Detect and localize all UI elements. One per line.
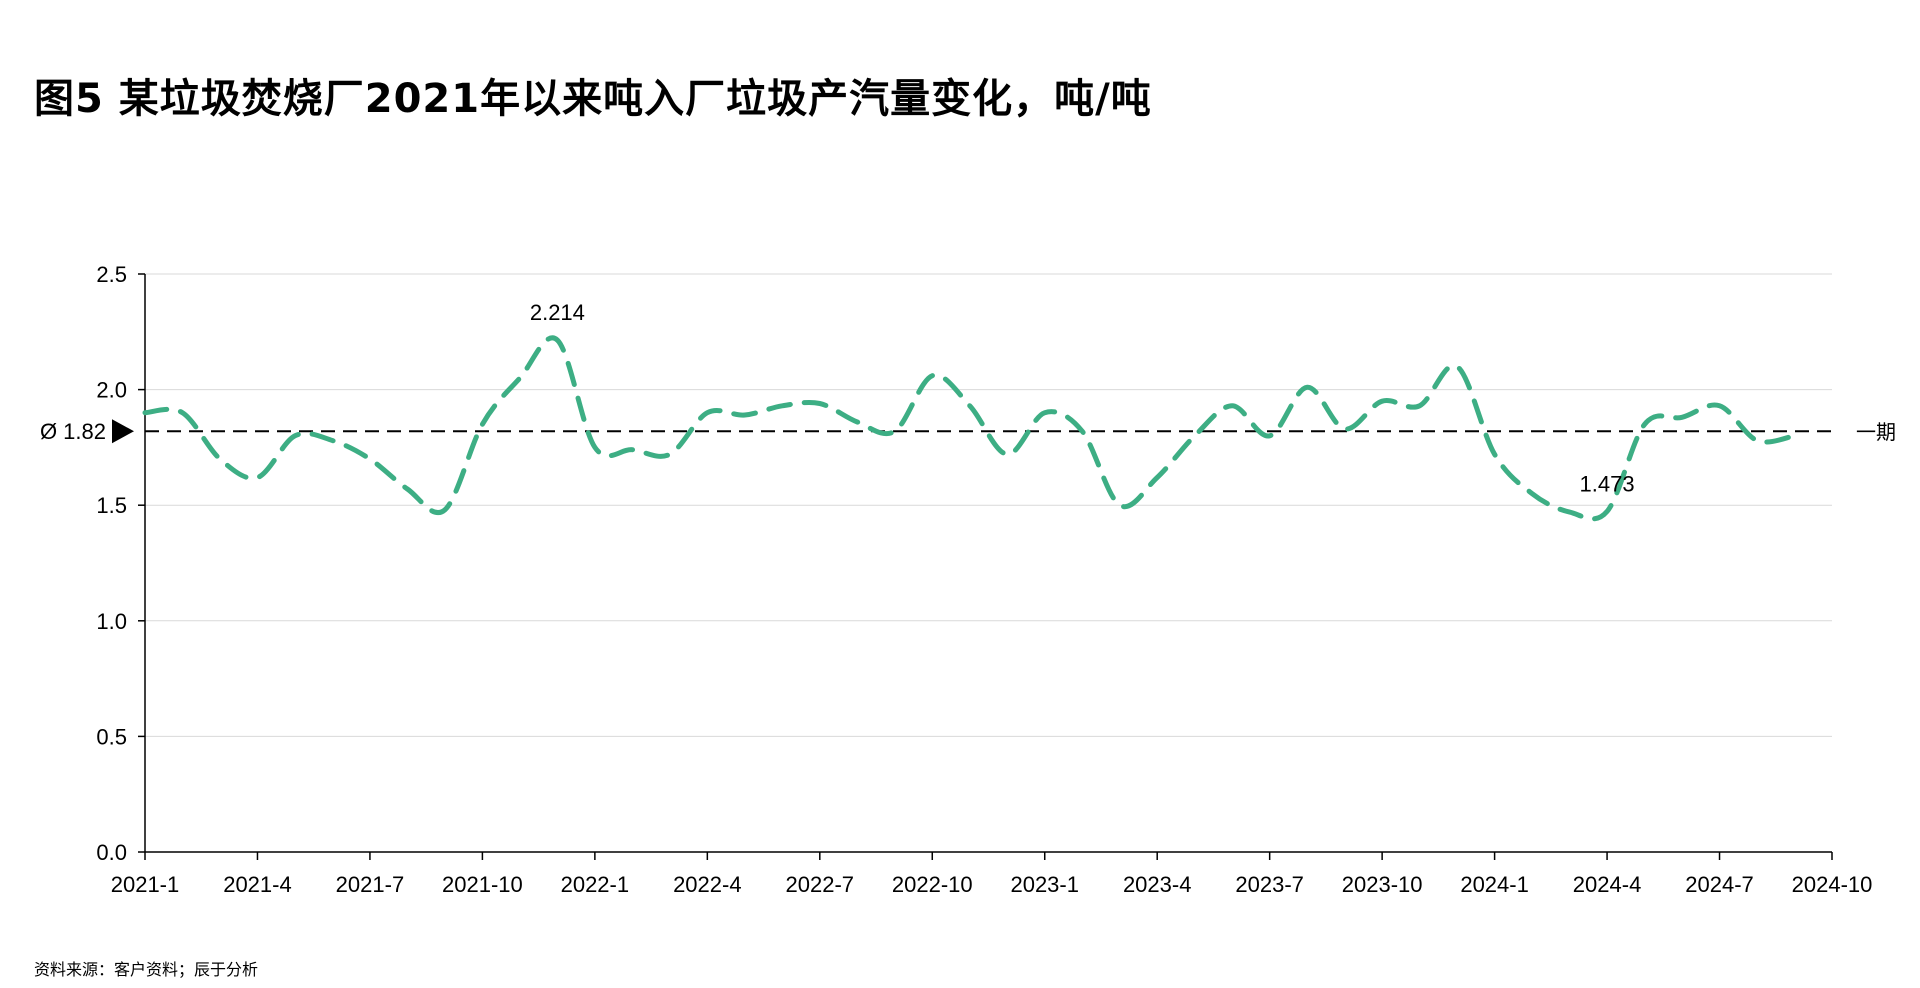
reference-line-group: Ø 1.82 一期 [40, 419, 1896, 444]
x-tick-label: 2023-4 [1123, 872, 1192, 897]
data-point [1192, 433, 1197, 438]
data-point [1642, 422, 1647, 427]
data-point [480, 422, 485, 427]
y-tick-label: 0.0 [96, 840, 127, 865]
x-tick-label: 2021-4 [223, 872, 292, 897]
data-point [1230, 403, 1235, 408]
data-point [293, 433, 298, 438]
data-point [667, 452, 672, 457]
y-tick-label: 2.5 [96, 262, 127, 287]
chart-title: 图5 某垃圾焚烧厂2021年以来吨入厂垃圾产汽量变化，吨/吨 [34, 76, 1152, 122]
data-point [967, 403, 972, 408]
data-label: 2.214 [530, 300, 585, 325]
data-point [930, 373, 935, 378]
data-point [1005, 452, 1010, 457]
data-point [1380, 399, 1385, 404]
data-point [1417, 403, 1422, 408]
x-axis: 2021-1 2021-4 2021-7 2021-10 2022-1 2022-4 202… [111, 851, 1873, 897]
data-point [1717, 403, 1722, 408]
data-point [1117, 503, 1122, 508]
x-tick-label: 2021-7 [336, 872, 405, 897]
data-point [1530, 491, 1535, 496]
reference-right-label: 一期 [1856, 420, 1896, 444]
data-point [555, 338, 560, 343]
data-point [180, 410, 185, 415]
y-axis: 0.0 0.5 1.0 1.5 2.0 2.5 [96, 262, 146, 865]
x-tick-label: 2022-10 [892, 872, 973, 897]
x-tick-label: 2023-7 [1235, 872, 1304, 897]
gridlines [145, 273, 1832, 737]
data-point [817, 401, 822, 406]
data-point [1042, 410, 1047, 415]
data-point [1680, 415, 1685, 420]
data-point [143, 410, 148, 415]
data-point [1342, 426, 1347, 431]
data-label: 1.473 [1580, 471, 1635, 496]
data-point [630, 447, 635, 452]
data-point [1305, 385, 1310, 390]
data-point [780, 403, 785, 408]
data-point [1605, 509, 1610, 514]
data-point [855, 420, 860, 425]
data-point [1080, 429, 1085, 434]
data-point [330, 438, 335, 443]
series-line [142, 335, 1797, 522]
data-point [705, 410, 710, 415]
x-tick-label: 2023-10 [1342, 872, 1423, 897]
data-point [517, 376, 522, 381]
x-tick-label: 2023-1 [1010, 872, 1079, 897]
data-point [1792, 433, 1797, 438]
data-point [592, 445, 597, 450]
data-point [405, 487, 410, 492]
data-point [367, 457, 372, 462]
y-tick-label: 1.5 [96, 493, 127, 518]
data-point [1755, 438, 1760, 443]
x-tick-label: 2024-10 [1792, 872, 1873, 897]
y-tick-label: 2.0 [96, 378, 127, 403]
data-point [892, 429, 897, 434]
data-point [1455, 364, 1460, 369]
source-note: 资料来源：客户资料；辰于分析 [34, 960, 259, 979]
average-marker-icon [112, 419, 134, 444]
data-point [1155, 475, 1160, 480]
average-label: Ø 1.82 [40, 419, 106, 444]
x-tick-label: 2021-10 [442, 872, 523, 897]
x-tick-label: 2024-1 [1460, 872, 1529, 897]
data-point [742, 413, 747, 418]
annotations: 2.214 1.473 [530, 300, 1635, 496]
x-tick-label: 2022-1 [561, 872, 630, 897]
data-point [1492, 452, 1497, 457]
data-point [442, 507, 447, 512]
x-tick-label: 2022-7 [786, 872, 855, 897]
x-tick-label: 2024-7 [1685, 872, 1754, 897]
series-layer [142, 335, 1797, 522]
y-tick-label: 0.5 [96, 724, 127, 749]
data-point [1267, 433, 1272, 438]
data-point [1567, 510, 1572, 515]
data-point [218, 457, 223, 462]
y-tick-label: 1.0 [96, 609, 127, 634]
x-tick-label: 2022-4 [673, 872, 742, 897]
x-tick-label: 2021-1 [111, 872, 180, 897]
x-tick-label: 2024-4 [1573, 872, 1642, 897]
data-point [255, 475, 260, 480]
